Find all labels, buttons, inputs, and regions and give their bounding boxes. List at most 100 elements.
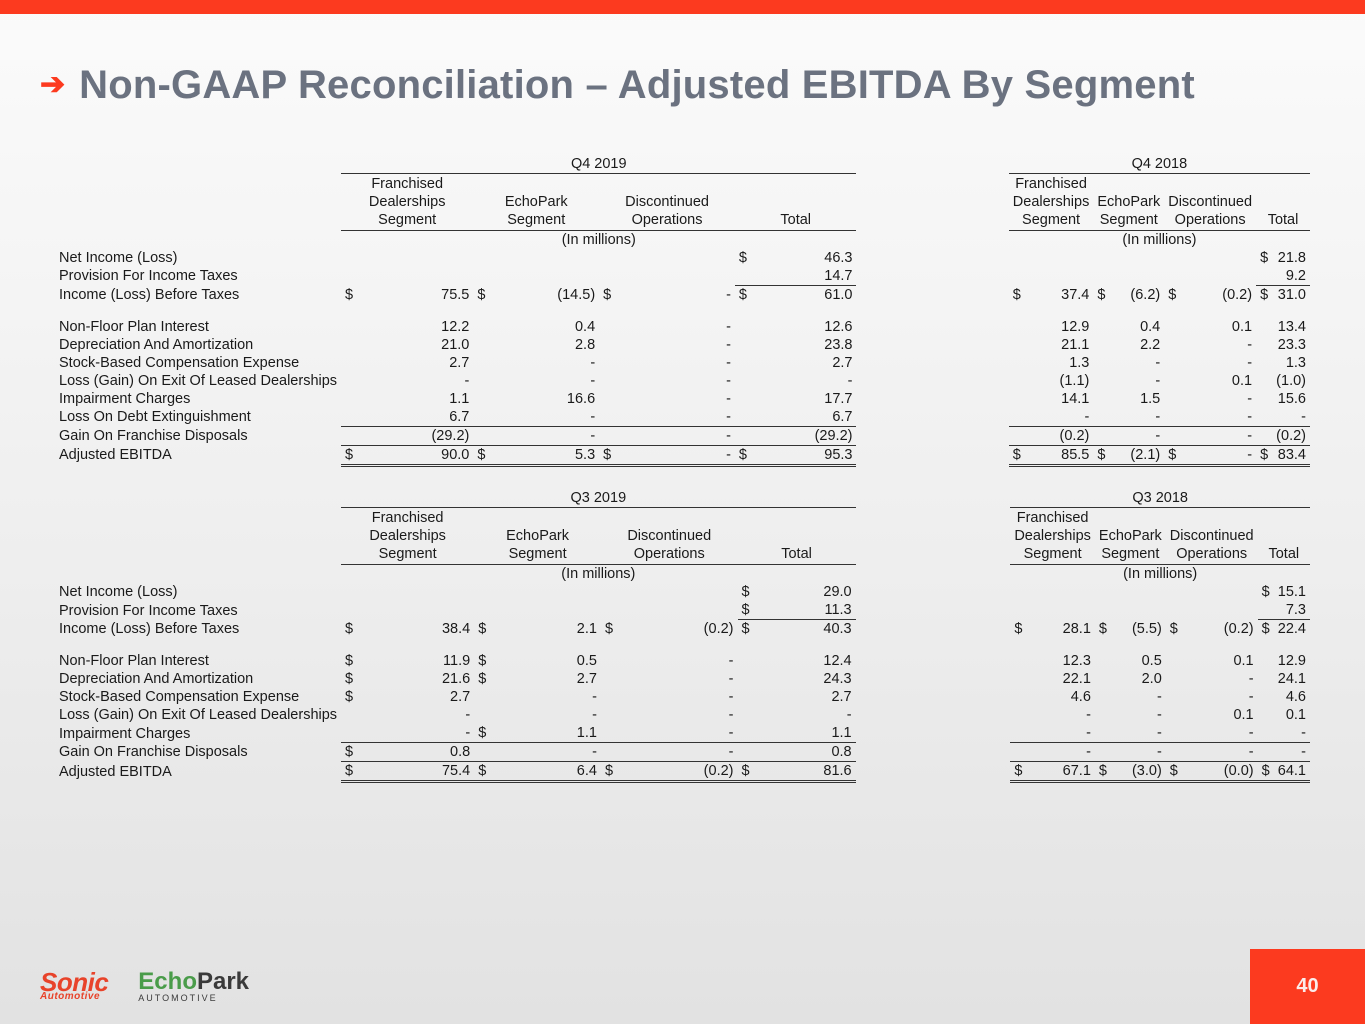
cell-value: - — [380, 724, 475, 743]
currency-symbol: $ — [1009, 285, 1034, 304]
cell-value: - — [509, 372, 600, 390]
cell-value: 24.3 — [772, 670, 856, 688]
cell-value: - — [1193, 670, 1258, 688]
cell-value: 2.7 — [769, 354, 857, 372]
cell-value: 4.6 — [1036, 688, 1095, 706]
cell-value: (2.1) — [1114, 445, 1164, 465]
currency-symbol — [1256, 267, 1272, 286]
currency-symbol: $ — [1095, 620, 1116, 639]
sonic-automotive-logo: Sonic Automotive — [40, 971, 108, 1002]
cell-value: (0.2) — [1272, 426, 1310, 445]
cell-value — [1036, 583, 1095, 601]
currency-symbol: $ — [1095, 762, 1116, 782]
currency-symbol — [1258, 743, 1274, 762]
cell-value: 12.4 — [772, 652, 856, 670]
currency-symbol: $ — [1093, 445, 1114, 465]
cell-value — [509, 267, 600, 286]
currency-symbol — [473, 336, 508, 354]
currency-symbol — [599, 426, 642, 445]
currency-symbol — [1009, 408, 1034, 427]
cell-value: 9.2 — [1272, 267, 1310, 286]
table-row: Loss (Gain) On Exit Of Leased Dealership… — [55, 706, 1310, 724]
cell-value: 23.8 — [769, 336, 857, 354]
cell-value — [1191, 249, 1256, 267]
cell-value: 29.0 — [772, 583, 856, 601]
table-row: Income (Loss) Before Taxes $75.5 $ (14.5) $ -… — [55, 285, 1310, 304]
cell-value — [1114, 249, 1164, 267]
table-row — [55, 638, 1310, 652]
currency-symbol — [735, 267, 769, 286]
currency-symbol — [1093, 354, 1114, 372]
cell-value: - — [642, 336, 735, 354]
cell-value: - — [512, 743, 601, 762]
cell-value: 0.1 — [1274, 706, 1310, 724]
currency-symbol — [738, 688, 772, 706]
currency-symbol — [601, 724, 640, 743]
cell-value: 2.7 — [772, 688, 856, 706]
currency-symbol: $ — [599, 445, 642, 465]
cell-value: - — [509, 408, 600, 427]
currency-symbol: $ — [474, 652, 512, 670]
col-header-franchised-left: Franchised Dealerships Segment — [341, 173, 473, 230]
col-header-echopark-right: EchoPark Segment — [1093, 173, 1164, 230]
currency-symbol — [599, 390, 642, 408]
cell-value: - — [1114, 372, 1164, 390]
cell-value: - — [1116, 706, 1166, 724]
table-row — [55, 304, 1310, 318]
cell-value: 12.3 — [1036, 652, 1095, 670]
currency-symbol — [1166, 706, 1193, 724]
table-row: Loss On Debt Extinguishment 6.7 - - 6.7 - - - - — [55, 408, 1310, 427]
currency-symbol: $ — [1258, 583, 1274, 601]
cell-value: - — [1193, 743, 1258, 762]
cell-value: 1.1 — [378, 390, 473, 408]
table-row: Loss (Gain) On Exit Of Leased Dealership… — [55, 372, 1310, 390]
cell-value: 5.3 — [509, 445, 600, 465]
currency-symbol: $ — [738, 620, 772, 639]
currency-symbol — [473, 318, 508, 336]
currency-symbol — [1009, 267, 1034, 286]
page-title: Non-GAAP Reconciliation – Adjusted EBITD… — [79, 63, 1195, 108]
cell-value: 6.7 — [378, 408, 473, 427]
currency-symbol — [1093, 336, 1114, 354]
currency-symbol — [1166, 743, 1193, 762]
cell-value: 1.3 — [1034, 354, 1094, 372]
currency-symbol — [473, 267, 508, 286]
currency-symbol — [1009, 390, 1034, 408]
table-row: Depreciation And Amortization 21.0 2.8 - 23.… — [55, 336, 1310, 354]
row-label: Loss On Debt Extinguishment — [55, 408, 341, 427]
currency-symbol — [1095, 743, 1116, 762]
col-header-discontinued-right-2: Discontinued Operations — [1166, 507, 1258, 564]
currency-symbol — [1164, 390, 1191, 408]
row-label: Depreciation And Amortization — [55, 670, 341, 688]
currency-symbol — [473, 426, 508, 445]
currency-symbol — [1258, 601, 1274, 620]
cell-value: 12.9 — [1034, 318, 1094, 336]
table-row: Impairment Charges - $1.1-1.1- - - - — [55, 724, 1310, 743]
col-header-discontinued-left-2: Discontinued Operations — [601, 507, 738, 564]
currency-symbol — [474, 743, 512, 762]
cell-value — [642, 249, 735, 267]
cell-value: - — [380, 706, 475, 724]
currency-symbol — [1256, 426, 1272, 445]
row-label: Income (Loss) Before Taxes — [55, 620, 341, 639]
cell-value: 1.3 — [1272, 354, 1310, 372]
cell-value: - — [769, 372, 857, 390]
currency-symbol — [1095, 670, 1116, 688]
currency-symbol — [1009, 354, 1034, 372]
cell-value: 1.5 — [1114, 390, 1164, 408]
currency-symbol — [738, 724, 772, 743]
currency-symbol — [1010, 724, 1035, 743]
period-label-right-2: Q3 2018 — [1010, 489, 1310, 508]
cell-value: - — [1114, 426, 1164, 445]
cell-value: 83.4 — [1272, 445, 1310, 465]
currency-symbol — [1095, 601, 1116, 620]
cell-value: 2.7 — [512, 670, 601, 688]
cell-value — [640, 601, 737, 620]
cell-value: 28.1 — [1036, 620, 1095, 639]
currency-symbol — [1258, 670, 1274, 688]
currency-symbol: $ — [474, 762, 512, 782]
cell-value: 0.5 — [512, 652, 601, 670]
currency-symbol: $ — [341, 762, 380, 782]
cell-value: 11.3 — [772, 601, 856, 620]
currency-symbol — [601, 670, 640, 688]
